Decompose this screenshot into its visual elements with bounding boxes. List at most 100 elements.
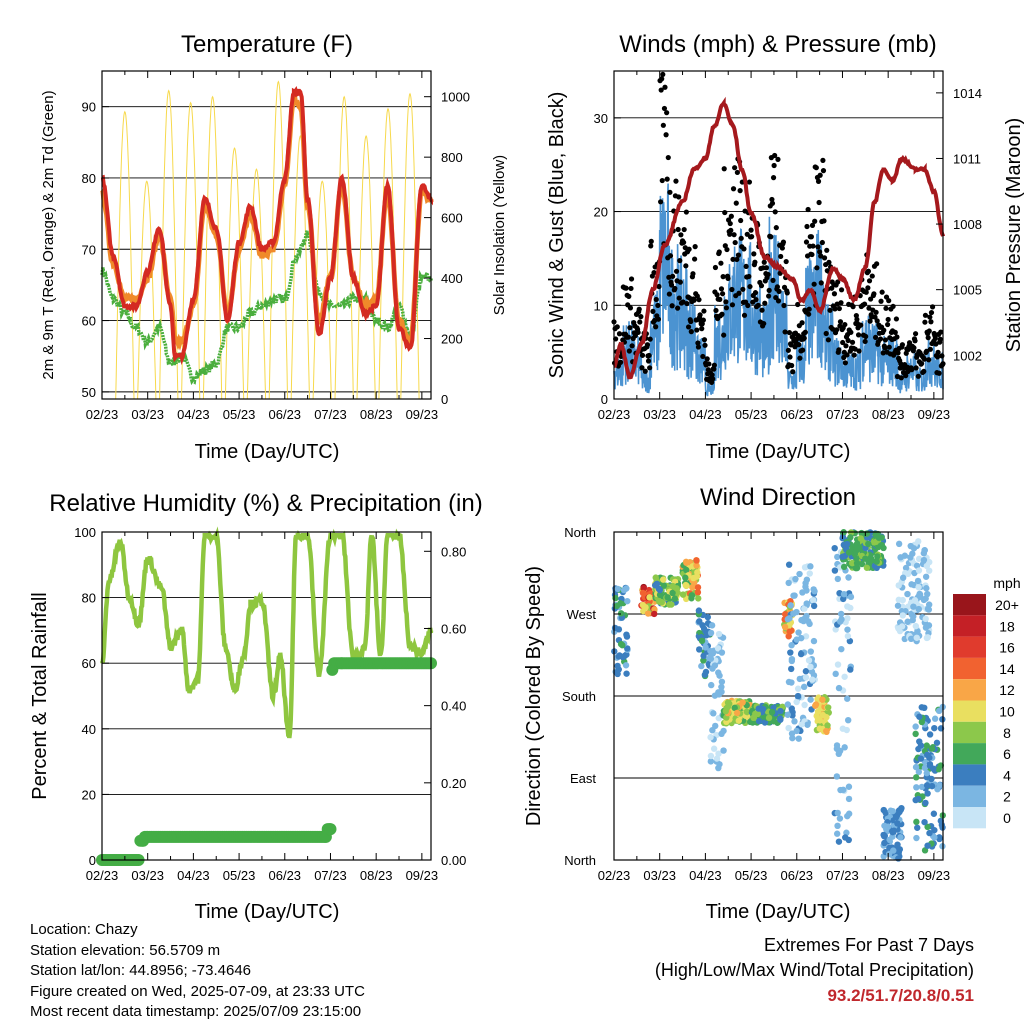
rh-line (99, 526, 434, 739)
gust-point (921, 368, 927, 375)
gust-point (670, 273, 676, 279)
direction-point (802, 668, 810, 675)
gust-point (663, 132, 669, 138)
x-tick-label: 06/23 (781, 868, 814, 883)
gust-point (677, 258, 683, 264)
gust-point (827, 307, 833, 313)
direction-point (696, 618, 703, 625)
gust-point (696, 297, 702, 303)
x-tick-label: 04/23 (177, 868, 210, 883)
created-text: Figure created on Wed, 2025-07-09, at 23… (30, 982, 365, 1000)
y2-tick-label: 0.60 (441, 621, 466, 636)
direction-point (837, 786, 844, 794)
gust-point (821, 218, 827, 224)
direction-point (810, 602, 818, 610)
x-tick-label: 07/23 (314, 407, 347, 422)
gust-point (676, 194, 682, 200)
direction-point (693, 557, 700, 564)
gust-point (873, 309, 879, 315)
direction-point (785, 561, 793, 568)
gust-point (723, 299, 729, 305)
gust-point (676, 295, 682, 301)
direction-point (651, 610, 658, 618)
direction-point (784, 711, 791, 718)
direction-point (785, 579, 792, 587)
gust-point (867, 318, 873, 324)
direction-point (923, 751, 931, 759)
direction-point (935, 707, 943, 715)
direction-point (735, 717, 742, 724)
gust-point (684, 300, 690, 307)
gust-point (894, 334, 900, 340)
gust-point (651, 269, 657, 276)
direction-point (690, 574, 697, 582)
gust-point (700, 317, 706, 323)
direction-point (795, 735, 802, 742)
direction-point (639, 589, 647, 597)
gust-point (664, 110, 670, 116)
direction-point (895, 855, 902, 862)
direction-point (689, 584, 696, 591)
gust-point (776, 288, 782, 294)
gust-point (695, 340, 701, 346)
direction-point (743, 708, 751, 716)
x-tick-label: 03/23 (131, 407, 164, 422)
gust-point (730, 186, 737, 192)
pressure-line (612, 96, 945, 380)
direction-point (894, 841, 901, 848)
gust-point (686, 246, 692, 252)
gust-point (927, 346, 933, 352)
gust-point (820, 168, 827, 174)
direction-point (722, 707, 729, 715)
gust-point (926, 328, 932, 334)
x-tick-label: 04/23 (177, 407, 210, 422)
direction-point (936, 834, 943, 841)
gust-point (661, 105, 668, 112)
gust-point (647, 365, 653, 371)
gust-point (681, 239, 687, 246)
direction-point (912, 622, 920, 630)
gust-point (801, 335, 807, 341)
gust-point (927, 314, 933, 320)
direction-point (718, 678, 726, 685)
direction-panel: Wind Direction Time (Day/UTC) Direction … (523, 484, 1021, 923)
direction-point (886, 836, 893, 844)
gust-point (728, 227, 734, 233)
solar-line (224, 147, 245, 400)
gust-point (866, 305, 872, 311)
direction-point (696, 646, 703, 653)
gust-point (718, 260, 724, 266)
y2-tick-label: 0.40 (441, 699, 466, 714)
gust-point (796, 342, 802, 348)
legend-swatch (953, 700, 986, 722)
y2-tick-label: 200 (441, 332, 463, 347)
direction-point (812, 702, 819, 709)
direction-point (804, 721, 811, 728)
gust-point (861, 301, 868, 307)
extremes-values: 93.2/51.7/20.8/0.51 (827, 986, 974, 1005)
direction-point (718, 683, 725, 691)
gust-point (653, 324, 659, 330)
y2-tick-label: 0.00 (441, 853, 466, 868)
direction-point (895, 625, 902, 632)
gust-point (781, 302, 787, 309)
direction-point (720, 747, 727, 754)
direction-title: Wind Direction (700, 484, 856, 511)
direction-point (838, 616, 845, 623)
gust-point (804, 223, 810, 230)
direction-point (922, 573, 930, 580)
timestamp-text: Most recent data timestamp: 2025/07/09 2… (30, 1003, 362, 1020)
gust-point (770, 277, 776, 283)
gust-point (719, 291, 726, 297)
x-tick-label: 09/23 (918, 868, 951, 883)
direction-point (798, 634, 805, 642)
direction-point (708, 622, 716, 629)
gust-point (883, 305, 889, 311)
direction-point (907, 554, 914, 561)
gust-point (866, 278, 873, 284)
gust-point (877, 336, 884, 342)
x-tick-label: 05/23 (223, 407, 256, 422)
gust-point (809, 251, 815, 258)
gust-point (713, 307, 719, 314)
direction-point (832, 670, 839, 678)
